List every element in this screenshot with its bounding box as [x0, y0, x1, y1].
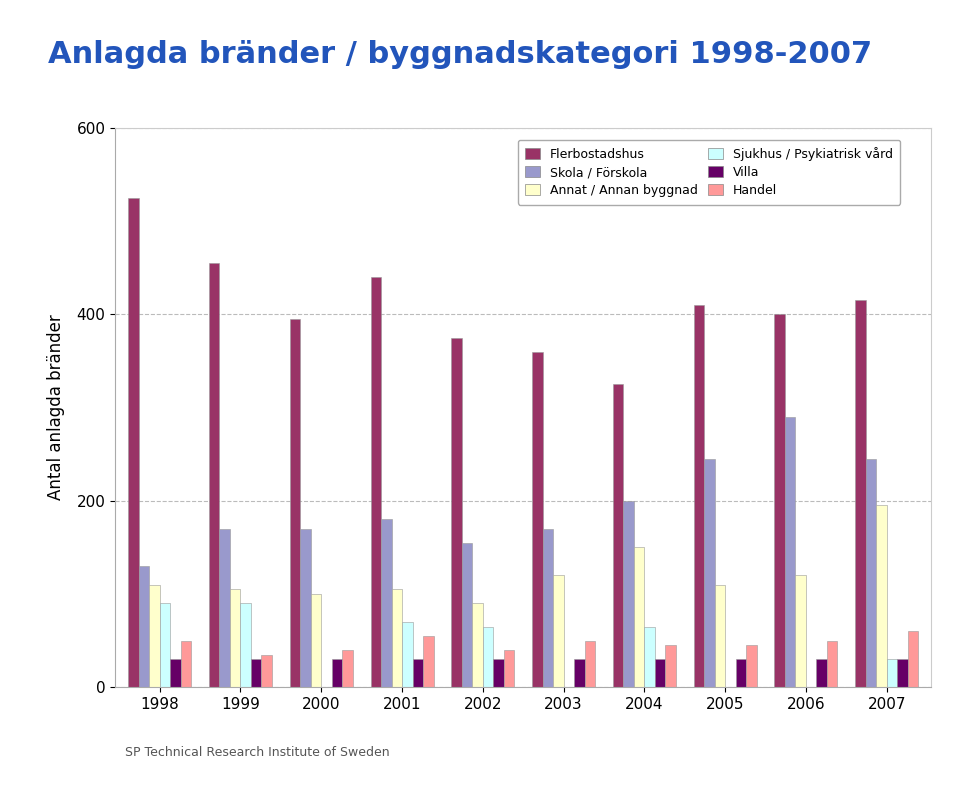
Bar — [855, 300, 866, 687]
Bar — [220, 529, 230, 687]
Legend: Flerbostadshus, Skola / Förskola, Annat / Annan byggnad, Sjukhus / Psykiatrisk v: Flerbostadshus, Skola / Förskola, Annat … — [517, 140, 900, 205]
Text: SP: SP — [60, 742, 84, 760]
Bar — [655, 659, 665, 687]
Bar — [209, 263, 220, 687]
Bar — [775, 314, 785, 687]
Bar — [423, 636, 434, 687]
Bar — [180, 641, 191, 687]
Bar — [300, 529, 311, 687]
Bar — [623, 501, 634, 687]
Bar — [796, 575, 806, 687]
Bar — [230, 590, 240, 687]
Bar — [644, 626, 655, 687]
Bar — [876, 505, 887, 687]
Bar — [785, 417, 796, 687]
Bar — [261, 654, 272, 687]
Bar — [887, 659, 898, 687]
Bar — [532, 352, 542, 687]
Bar — [908, 631, 919, 687]
Bar — [827, 641, 837, 687]
Bar — [714, 585, 725, 687]
Bar — [493, 659, 504, 687]
Bar — [866, 459, 876, 687]
Bar — [816, 659, 827, 687]
Bar — [311, 594, 322, 687]
Bar — [402, 622, 413, 687]
Text: Anlagda bränder / byggnadskategori 1998-2007: Anlagda bränder / byggnadskategori 1998-… — [48, 40, 872, 69]
Bar — [483, 626, 493, 687]
Bar — [472, 603, 483, 687]
Bar — [574, 659, 585, 687]
Bar — [634, 547, 644, 687]
Bar — [240, 603, 251, 687]
Bar — [251, 659, 261, 687]
Bar — [371, 277, 381, 687]
Bar — [290, 319, 300, 687]
Bar — [705, 459, 714, 687]
Bar — [149, 585, 159, 687]
Bar — [694, 305, 705, 687]
Bar — [665, 646, 676, 687]
Bar — [735, 659, 746, 687]
Bar — [746, 646, 756, 687]
Bar — [504, 650, 515, 687]
Bar — [413, 659, 423, 687]
Bar — [170, 659, 180, 687]
Bar — [585, 641, 595, 687]
Text: SP Technical Research Institute of Sweden: SP Technical Research Institute of Swede… — [125, 746, 390, 759]
Y-axis label: Antal anlagda bränder: Antal anlagda bränder — [47, 315, 65, 500]
Bar — [392, 590, 402, 687]
Bar — [553, 575, 564, 687]
Bar — [381, 519, 392, 687]
Bar — [451, 337, 462, 687]
Bar — [542, 529, 553, 687]
Bar — [159, 603, 170, 687]
Bar — [332, 659, 342, 687]
Bar — [898, 659, 908, 687]
Bar — [128, 198, 138, 687]
Bar — [612, 384, 623, 687]
Bar — [342, 650, 352, 687]
Bar — [462, 543, 472, 687]
Bar — [138, 566, 149, 687]
